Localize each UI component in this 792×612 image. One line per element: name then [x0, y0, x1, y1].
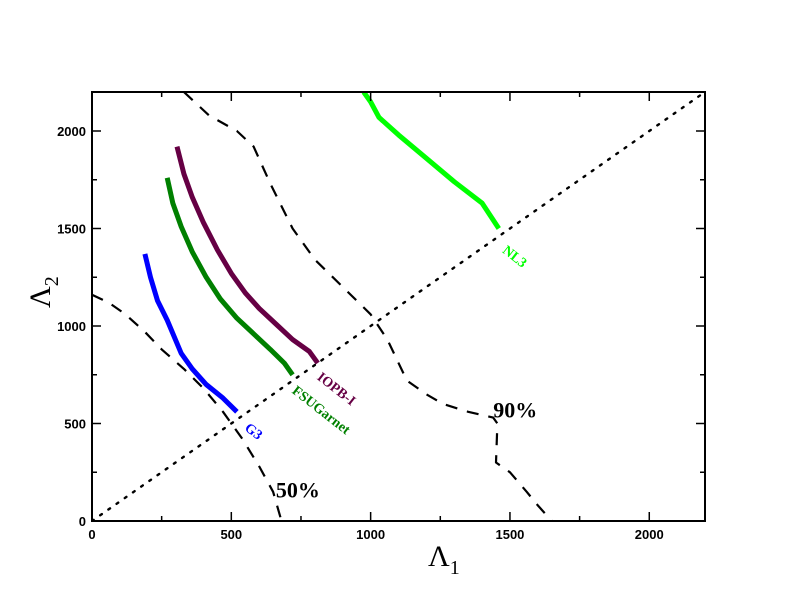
x-tick-label: 1000	[356, 527, 385, 542]
y-tick-label: 500	[64, 417, 86, 432]
y-axis-label-main: Λ	[24, 286, 57, 308]
x-tick-label: 2000	[635, 527, 664, 542]
annotation-g3: G3	[241, 421, 264, 444]
x-axis-label-main: Λ	[428, 540, 450, 573]
series-line-90pct	[183, 92, 553, 521]
x-axis-label: Λ1	[428, 540, 460, 579]
x-tick-label: 1500	[495, 527, 524, 542]
y-tick-label: 1500	[57, 222, 86, 237]
x-tick-label: 0	[88, 527, 95, 542]
series-group	[92, 92, 705, 521]
y-tick-label: 2000	[57, 124, 86, 139]
plot-frame	[91, 91, 706, 522]
series-line-g3	[142, 253, 239, 414]
y-axis-label: Λ2	[24, 276, 63, 308]
annotation-nl3: NL3	[499, 243, 529, 271]
series-line-diagonal	[92, 92, 705, 521]
y-axis-label-subscript: 2	[41, 276, 63, 286]
y-tick-label: 0	[79, 514, 86, 529]
series-line-fsugarnet	[164, 177, 295, 377]
x-tick-label: 500	[220, 527, 242, 542]
series-line-iopb-i	[174, 145, 320, 365]
series-line-50pct	[92, 293, 283, 521]
series-line-nl3	[361, 92, 501, 230]
annotation-50pct: 50%	[276, 478, 320, 503]
annotation-90pct: 90%	[493, 398, 537, 423]
axes: 0 500 1000 1500 2000 0 500 1000 1500 2000	[57, 91, 706, 542]
y-tick-label: 1000	[57, 319, 86, 334]
x-axis-label-subscript: 1	[450, 557, 460, 579]
